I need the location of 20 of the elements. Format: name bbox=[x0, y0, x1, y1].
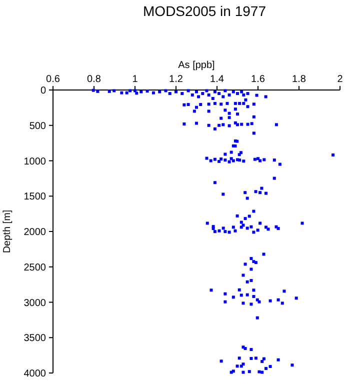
chart-title: MODS2005 in 1977 bbox=[143, 3, 266, 19]
y-tick-label: 3500 bbox=[24, 333, 46, 344]
y-axis-title: Depth [m] bbox=[2, 210, 13, 254]
x-tick-label: 1.4 bbox=[210, 74, 224, 85]
y-tick-label: 2500 bbox=[24, 262, 46, 274]
x-tick-label: 1.6 bbox=[251, 74, 266, 85]
x-tick-label: 1.8 bbox=[292, 74, 306, 85]
x-tick-label: 0.8 bbox=[87, 74, 102, 85]
y-tick-label: 500 bbox=[29, 120, 46, 132]
y-tick-label: 1000 bbox=[24, 156, 46, 168]
x-tick-label: 1 bbox=[132, 74, 138, 85]
x-axis-title: As [ppb] bbox=[178, 60, 216, 71]
y-tick-label: 2000 bbox=[24, 227, 46, 238]
x-tick-label: 0.6 bbox=[46, 74, 60, 85]
y-tick-label: 0 bbox=[40, 86, 46, 96]
x-tick-label: 2 bbox=[337, 74, 344, 85]
y-tick-label: 3000 bbox=[24, 298, 46, 309]
y-tick-label: 4000 bbox=[24, 368, 46, 380]
x-tick-label: 1.2 bbox=[169, 74, 184, 85]
y-tick-label: 1500 bbox=[24, 192, 46, 203]
